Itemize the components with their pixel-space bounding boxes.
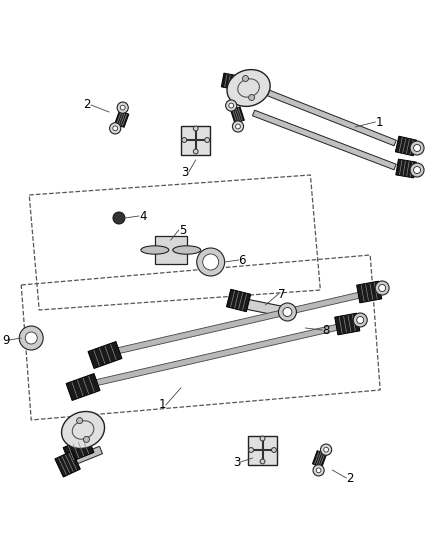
Circle shape bbox=[413, 144, 420, 151]
Polygon shape bbox=[74, 446, 102, 464]
Circle shape bbox=[77, 417, 83, 424]
Circle shape bbox=[19, 326, 43, 350]
Circle shape bbox=[113, 126, 117, 131]
Polygon shape bbox=[230, 107, 244, 123]
Circle shape bbox=[260, 436, 265, 441]
Polygon shape bbox=[63, 438, 94, 463]
Polygon shape bbox=[226, 289, 251, 312]
Circle shape bbox=[120, 105, 125, 110]
Polygon shape bbox=[335, 313, 360, 335]
Ellipse shape bbox=[141, 246, 169, 254]
Circle shape bbox=[233, 121, 244, 132]
Polygon shape bbox=[396, 136, 417, 156]
Circle shape bbox=[313, 465, 324, 476]
Polygon shape bbox=[116, 292, 361, 354]
Circle shape bbox=[25, 332, 37, 344]
Text: 2: 2 bbox=[346, 472, 354, 484]
Polygon shape bbox=[94, 324, 339, 386]
Circle shape bbox=[229, 103, 233, 108]
Ellipse shape bbox=[62, 411, 105, 448]
Text: 7: 7 bbox=[279, 287, 286, 301]
Circle shape bbox=[197, 248, 225, 276]
Circle shape bbox=[260, 459, 265, 464]
Polygon shape bbox=[155, 236, 187, 264]
Text: 1: 1 bbox=[158, 399, 166, 411]
Circle shape bbox=[379, 285, 385, 292]
Text: 2: 2 bbox=[84, 99, 91, 111]
Circle shape bbox=[243, 76, 248, 82]
Circle shape bbox=[324, 447, 328, 452]
Circle shape bbox=[272, 448, 276, 453]
Circle shape bbox=[353, 313, 367, 327]
Circle shape bbox=[375, 281, 389, 295]
Polygon shape bbox=[396, 159, 417, 178]
Text: 1: 1 bbox=[375, 116, 383, 128]
Circle shape bbox=[226, 100, 237, 111]
Circle shape bbox=[193, 149, 198, 154]
Polygon shape bbox=[357, 281, 382, 303]
Ellipse shape bbox=[227, 70, 270, 107]
Polygon shape bbox=[66, 374, 100, 400]
Text: 4: 4 bbox=[139, 209, 146, 222]
Circle shape bbox=[193, 126, 198, 131]
FancyBboxPatch shape bbox=[181, 125, 210, 155]
Polygon shape bbox=[55, 451, 80, 477]
Circle shape bbox=[182, 138, 187, 142]
Ellipse shape bbox=[173, 246, 201, 254]
Circle shape bbox=[283, 308, 292, 317]
Circle shape bbox=[117, 102, 128, 114]
Polygon shape bbox=[221, 73, 240, 90]
Text: 3: 3 bbox=[181, 166, 189, 179]
Text: 6: 6 bbox=[239, 254, 246, 266]
Circle shape bbox=[84, 437, 89, 442]
Circle shape bbox=[205, 138, 210, 142]
Text: 3: 3 bbox=[233, 456, 240, 469]
Circle shape bbox=[357, 317, 364, 324]
Circle shape bbox=[110, 123, 121, 134]
Polygon shape bbox=[244, 299, 286, 317]
Polygon shape bbox=[312, 451, 327, 467]
Circle shape bbox=[249, 94, 254, 101]
Circle shape bbox=[410, 163, 424, 177]
Circle shape bbox=[236, 124, 240, 129]
Polygon shape bbox=[252, 110, 396, 170]
Text: 5: 5 bbox=[179, 223, 186, 237]
Text: 9: 9 bbox=[2, 334, 9, 346]
Circle shape bbox=[279, 303, 297, 321]
Circle shape bbox=[316, 468, 321, 473]
Polygon shape bbox=[88, 342, 122, 368]
FancyBboxPatch shape bbox=[248, 435, 277, 464]
Circle shape bbox=[413, 166, 420, 174]
Text: 8: 8 bbox=[322, 324, 330, 336]
Circle shape bbox=[321, 444, 332, 455]
Polygon shape bbox=[115, 111, 129, 127]
Circle shape bbox=[249, 448, 254, 453]
Circle shape bbox=[113, 212, 125, 224]
Circle shape bbox=[410, 141, 424, 155]
Circle shape bbox=[203, 254, 219, 270]
Polygon shape bbox=[268, 90, 396, 146]
